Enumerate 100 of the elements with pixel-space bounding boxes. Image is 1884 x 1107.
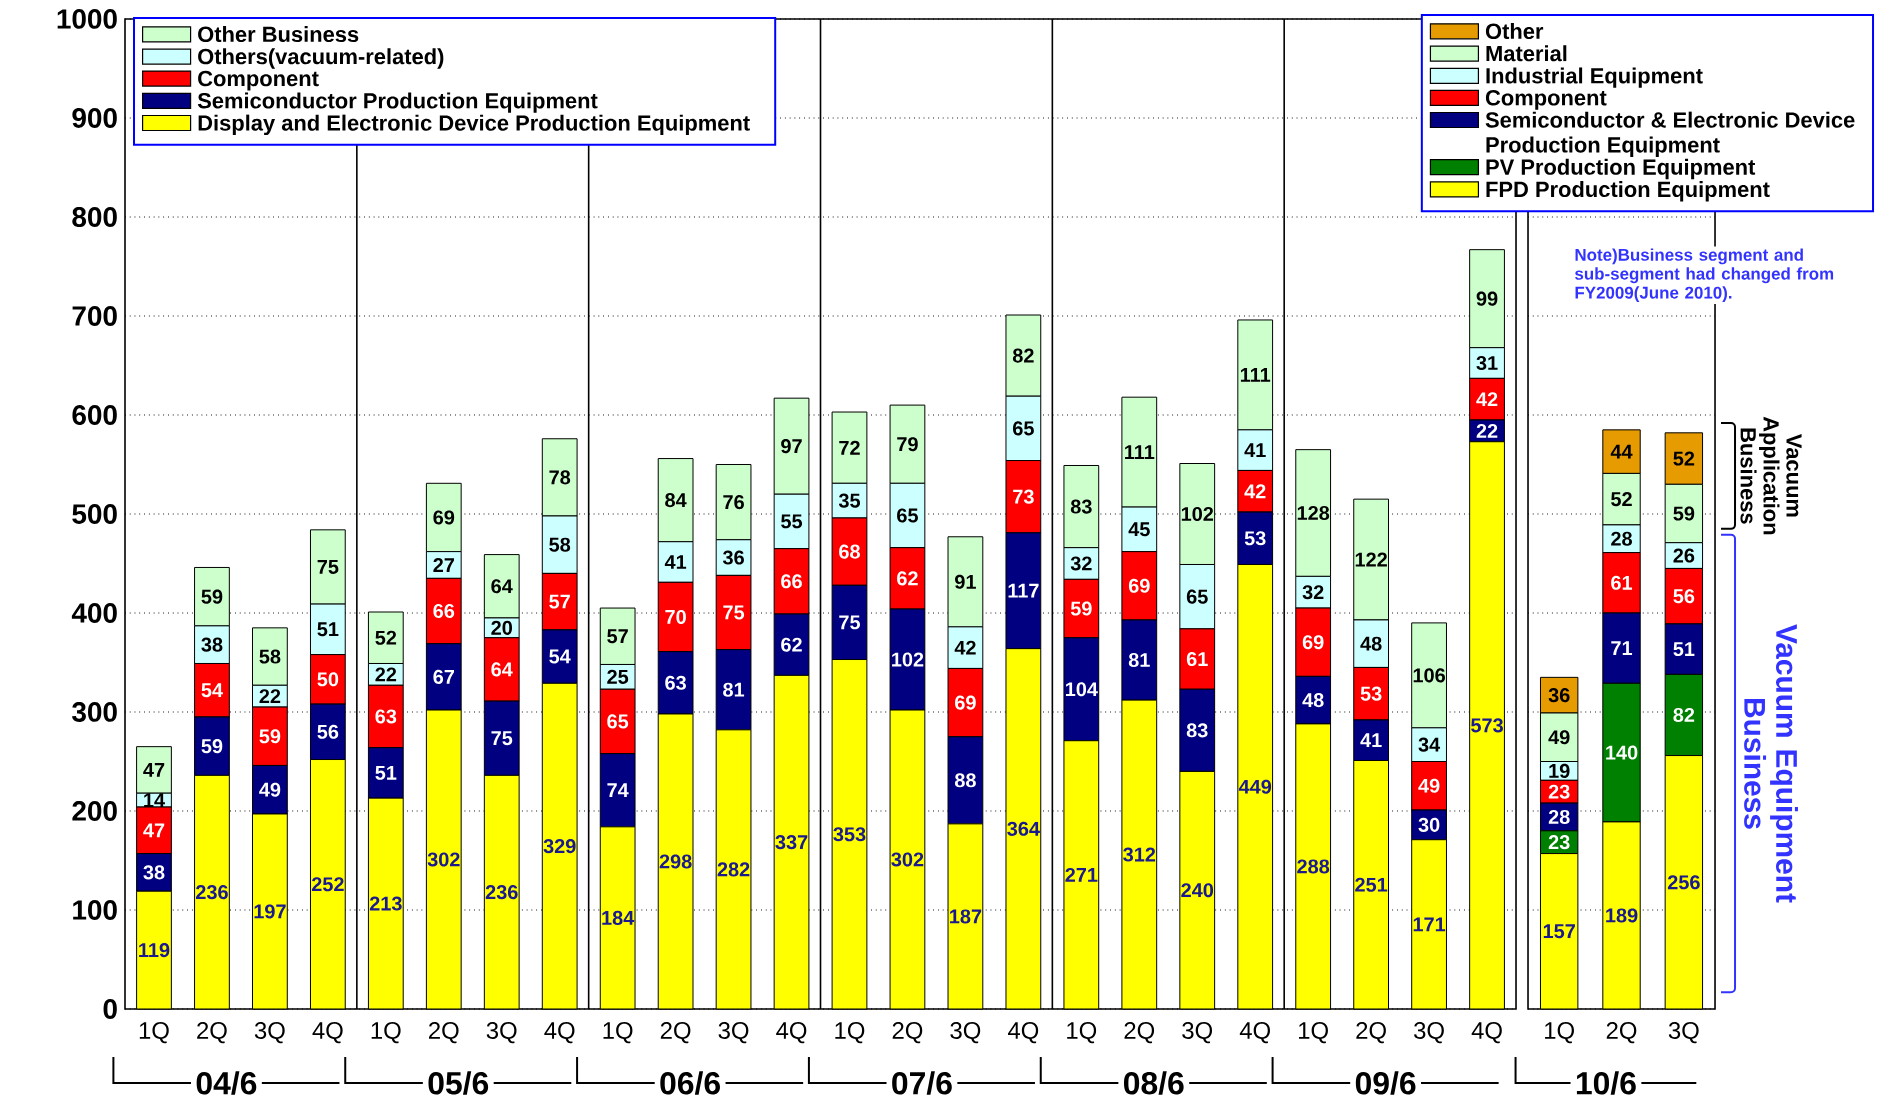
data-label: 364	[1007, 821, 1040, 836]
data-label: 251	[1355, 877, 1388, 892]
x-tick-label: 3Q	[718, 1022, 749, 1044]
data-label: 73	[1013, 489, 1034, 504]
x-tick-label: 1Q	[371, 1022, 401, 1044]
data-label: 236	[485, 885, 518, 900]
x-tick-label: 2Q	[1606, 1022, 1637, 1044]
data-label: 64	[491, 579, 513, 594]
data-label: 63	[375, 709, 397, 724]
y-tick-label: 500	[72, 504, 117, 524]
data-label: 106	[1413, 668, 1445, 683]
x-tick-label: 3Q	[1182, 1022, 1213, 1044]
data-label: 111	[1240, 368, 1271, 382]
data-label: 81	[1128, 652, 1150, 668]
data-label: 36	[722, 550, 744, 565]
x-tick-label: 2Q	[1124, 1022, 1155, 1044]
data-label: 81	[723, 682, 745, 697]
data-label: 75	[491, 731, 513, 746]
data-label: 42	[1244, 484, 1266, 499]
legend-label: FPD Production Equipment	[1486, 181, 1770, 202]
legend-label: Semiconductor Production Equipment	[197, 92, 598, 113]
data-label: 41	[664, 555, 687, 569]
x-tick-label: 3Q	[950, 1022, 981, 1044]
data-label: 184	[602, 910, 635, 925]
data-label: 302	[891, 852, 924, 867]
data-label: 99	[1476, 291, 1498, 306]
data-label: 65	[1186, 589, 1208, 604]
data-label: 51	[1673, 642, 1695, 657]
y-tick-label: 900	[72, 108, 117, 128]
data-label: 84	[665, 493, 687, 508]
text: 04/6	[196, 1071, 257, 1095]
x-tick-label: 1Q	[1299, 1022, 1328, 1044]
data-label: 312	[1123, 847, 1156, 862]
data-label: 44	[1610, 444, 1633, 459]
data-label: 76	[723, 495, 744, 510]
data-label: 48	[1360, 636, 1382, 651]
data-label: 58	[549, 537, 571, 552]
data-label: 59	[201, 739, 223, 754]
data-label: 22	[1476, 423, 1498, 438]
y-tick-label: 600	[72, 405, 117, 425]
data-label: 104	[1065, 682, 1098, 697]
data-label: 288	[1297, 859, 1330, 874]
data-label: 70	[665, 609, 686, 624]
data-label: 49	[1418, 778, 1440, 793]
data-label: 62	[781, 637, 802, 652]
data-label: 54	[549, 649, 571, 664]
data-label: 122	[1355, 552, 1387, 567]
data-label: 30	[1418, 817, 1440, 832]
data-label: 79	[897, 437, 918, 452]
data-label: 119	[139, 943, 170, 958]
y-tick-label: 800	[72, 207, 117, 227]
data-label: 78	[549, 470, 571, 485]
x-tick-label: 4Q	[312, 1022, 343, 1044]
data-label: 102	[892, 652, 924, 667]
data-label: 88	[954, 773, 976, 788]
data-label: 38	[143, 865, 165, 880]
x-tick-label: 1Q	[603, 1022, 633, 1044]
data-label: 57	[549, 594, 570, 609]
data-label: 50	[317, 672, 339, 687]
data-label: 71	[1611, 641, 1633, 655]
x-tick-label: 3Q	[1668, 1022, 1699, 1044]
data-label: 51	[317, 622, 339, 637]
text: 06/6	[660, 1071, 720, 1095]
data-label: 61	[1611, 575, 1633, 590]
x-tick-label: 2Q	[197, 1022, 227, 1044]
data-label: 240	[1181, 883, 1214, 898]
x-tick-label: 4Q	[776, 1022, 807, 1044]
data-label: 69	[1128, 578, 1150, 593]
data-label: 187	[950, 909, 982, 924]
data-label: 97	[781, 439, 802, 454]
data-label: 252	[311, 877, 344, 892]
data-label: 52	[375, 630, 397, 645]
data-label: 171	[1413, 917, 1446, 932]
data-label: 67	[433, 669, 454, 684]
data-label: 52	[1673, 451, 1695, 466]
data-label: 256	[1667, 875, 1700, 890]
data-label: 14	[144, 793, 165, 807]
data-label: 27	[433, 558, 454, 572]
data-label: 68	[839, 544, 860, 559]
data-label: 66	[781, 574, 802, 589]
text: Vacuum Application Business	[1740, 416, 1802, 535]
data-label: 32	[1302, 585, 1324, 600]
data-label: 353	[833, 827, 866, 842]
legend-label: Other Business	[198, 25, 359, 43]
x-tick-label: 4Q	[1239, 1022, 1270, 1044]
x-tick-label: 1Q	[139, 1022, 169, 1044]
y-tick-label: 0	[103, 999, 117, 1019]
text: 10/6	[1576, 1071, 1636, 1095]
data-label: 189	[1606, 908, 1638, 923]
text: 07/6	[892, 1071, 952, 1095]
data-label: 23	[1548, 784, 1570, 799]
data-label: 61	[1186, 651, 1208, 667]
x-tick-label: 3Q	[254, 1022, 285, 1044]
data-label: 69	[1302, 635, 1324, 650]
legend-label: Component	[198, 70, 319, 91]
data-label: 49	[259, 782, 281, 797]
data-label: 41	[1244, 443, 1266, 457]
data-label: 302	[427, 852, 460, 867]
x-tick-label: 2Q	[892, 1022, 923, 1044]
data-label: 72	[839, 440, 860, 455]
